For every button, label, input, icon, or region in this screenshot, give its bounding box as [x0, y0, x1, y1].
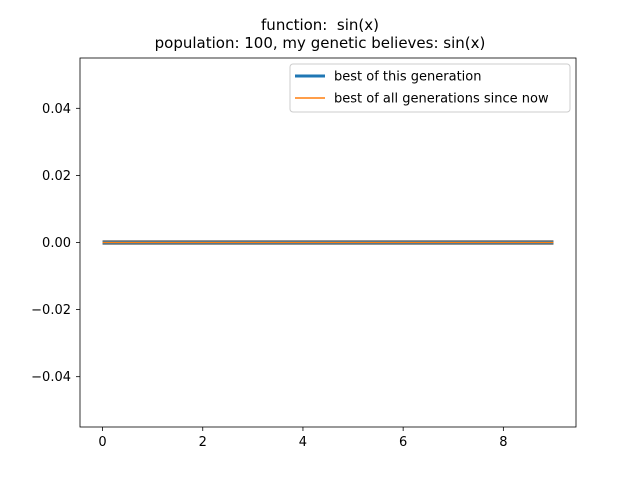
x-tick-label: 8: [499, 435, 507, 450]
legend-box: [289, 63, 571, 113]
legend-label-1: best of this generation: [334, 70, 481, 85]
x-axis: 0 2 4 6 8: [98, 427, 507, 450]
x-tick-label: 0: [98, 435, 106, 450]
y-axis: 0.04 0.02 0.00 −0.02 −0.04: [31, 102, 80, 385]
y-tick-label: −0.04: [31, 370, 71, 385]
x-tick-label: 2: [199, 435, 207, 450]
y-tick-label: 0.04: [42, 102, 71, 117]
y-tick-label: 0.02: [42, 169, 71, 184]
legend-label-2: best of all generations since now: [334, 92, 549, 107]
x-tick-label: 4: [299, 435, 307, 450]
chart-title-line-2: population: 100, my genetic believes: si…: [154, 34, 486, 52]
chart-title-line-1: function: sin(x): [261, 16, 379, 34]
legend: best of this generation best of all gener…: [289, 63, 571, 113]
y-tick-label: −0.02: [31, 303, 71, 318]
x-tick-label: 6: [399, 435, 407, 450]
y-tick-label: 0.00: [42, 236, 71, 251]
